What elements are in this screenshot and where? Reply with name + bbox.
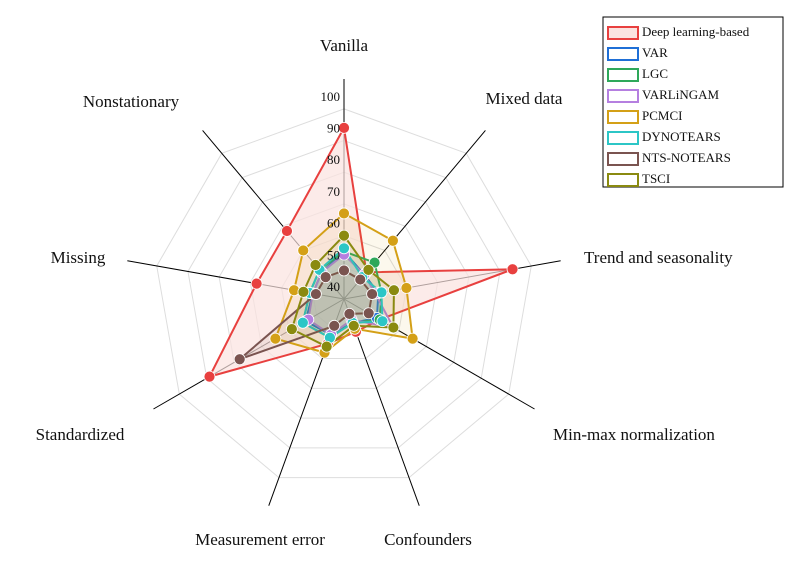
data-point — [343, 307, 356, 320]
data-point — [319, 271, 332, 284]
data-point — [338, 207, 350, 220]
axis-label: Confounders — [384, 530, 472, 549]
r-tick-label: 80 — [327, 152, 340, 167]
axis-label: Missing — [51, 248, 106, 267]
data-point — [506, 263, 519, 276]
data-point — [338, 121, 350, 134]
data-point — [328, 319, 341, 332]
axis-label: Mixed data — [486, 89, 563, 108]
grid-ring — [218, 171, 470, 419]
legend-label: LGC — [642, 66, 668, 81]
r-tick-label: 90 — [327, 121, 340, 136]
data-point — [354, 273, 367, 286]
data-point — [269, 332, 282, 345]
legend-label: PCMCI — [642, 108, 682, 123]
r-tick-label: 50 — [327, 247, 340, 262]
r-tick-label: 100 — [321, 89, 341, 104]
data-point — [366, 288, 378, 300]
axis-label: Nonstationary — [83, 92, 180, 111]
data-point — [376, 315, 389, 328]
data-point — [309, 259, 322, 271]
data-point — [387, 321, 400, 334]
data-point — [297, 244, 310, 257]
data-point — [310, 288, 322, 300]
r-tick-label: 40 — [327, 279, 340, 294]
data-point — [338, 242, 350, 255]
legend-swatch — [607, 47, 639, 61]
legend-swatch — [607, 110, 639, 124]
data-point — [400, 282, 413, 294]
data-point — [338, 264, 350, 277]
data-point — [386, 234, 399, 247]
data-point — [320, 340, 333, 353]
legend-label: VAR — [642, 45, 668, 60]
axis-label: Measurement error — [195, 530, 325, 549]
data-point — [250, 277, 263, 290]
legend-swatch — [607, 152, 639, 166]
axis-label: Standardized — [36, 425, 125, 444]
axis-label: Vanilla — [320, 36, 369, 55]
grid-ring — [249, 203, 439, 389]
data-point — [362, 263, 375, 276]
grid-ring — [156, 108, 532, 479]
axis-label: Trend and seasonality — [584, 248, 733, 267]
data-point — [388, 284, 400, 297]
r-tick-label: 70 — [327, 184, 340, 199]
legend-label: VARLiNGAM — [642, 87, 719, 102]
grid-ring — [187, 140, 501, 449]
legend-label: NTS-NOTEARS — [642, 150, 731, 165]
legend-swatch — [607, 89, 639, 103]
data-point — [338, 229, 350, 242]
data-point — [406, 332, 419, 345]
legend-label: Deep learning-based — [642, 24, 750, 39]
axis-label: Min-max normalization — [553, 425, 715, 444]
legend-swatch — [607, 68, 639, 82]
legend-swatch — [607, 26, 639, 40]
data-point — [347, 319, 360, 332]
data-point — [362, 307, 375, 320]
data-point — [233, 353, 246, 366]
data-point — [285, 323, 298, 336]
data-point — [297, 285, 310, 298]
data-point — [281, 225, 293, 237]
legend-swatch — [607, 173, 639, 187]
legend-swatch — [607, 131, 639, 145]
data-point — [203, 370, 216, 383]
r-tick-label: 60 — [327, 216, 340, 231]
legend-label: TSCI — [642, 171, 670, 186]
data-point — [296, 316, 309, 329]
legend-label: DYNOTEARS — [642, 129, 721, 144]
